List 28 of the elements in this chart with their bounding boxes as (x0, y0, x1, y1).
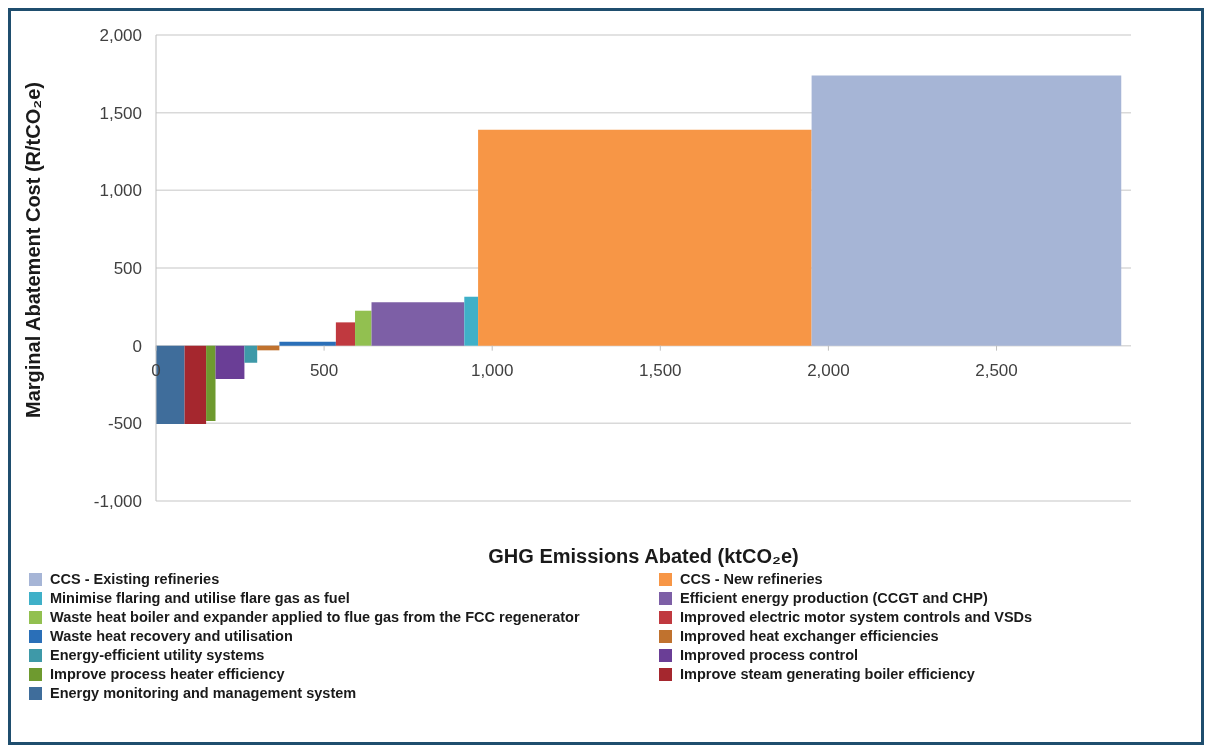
x-tick-label: 2,000 (807, 360, 850, 380)
legend-label: Efficient energy production (CCGT and CHP) (680, 590, 988, 606)
y-tick-label: 500 (113, 259, 142, 278)
x-tick-label: 1,500 (639, 360, 682, 380)
x-tick-label: 0 (151, 360, 161, 380)
legend-label: Energy-efficient utility systems (50, 647, 265, 663)
x-axis-title: GHG Emissions Abated (ktCO₂e) (488, 545, 799, 567)
y-tick-label: -1,000 (93, 492, 142, 511)
legend-label: Energy monitoring and management system (50, 685, 357, 701)
legend-label: Waste heat boiler and expander applied to flue gas from the FCC regenerator (50, 609, 580, 625)
x-tick-label: 1,000 (470, 360, 514, 380)
x-tick-label: 500 (309, 360, 339, 380)
y-tick-label: -500 (107, 414, 142, 434)
legend-label: Improved heat exchanger efficiencies (680, 628, 939, 644)
legend-label: Waste heat recovery and utilisation (50, 628, 293, 644)
y-tick-label: 1,500 (99, 103, 142, 123)
legend-label: Improved electric motor system controls and VSDs (680, 609, 1033, 625)
legend-label: Improved process control (680, 647, 859, 663)
legend-label: Minimise flaring and utilise flare gas as fuel (50, 590, 350, 606)
x-tick-label: 2,500 (975, 360, 1018, 380)
legend-label: CCS - New refineries (680, 571, 823, 587)
legend-label: Improve steam generating boiler efficiency (680, 666, 975, 682)
legend-label: CCS - Existing refineries (50, 571, 220, 587)
y-tick-label: 2,000 (99, 26, 142, 45)
y-axis-title: Marginal Abatement Cost (R/tCO₂e) (22, 82, 45, 418)
y-tick-label: 1,000 (99, 181, 142, 201)
legend-label: Improve process heater efficiency (50, 666, 285, 682)
y-tick-label: 0 (132, 336, 142, 356)
